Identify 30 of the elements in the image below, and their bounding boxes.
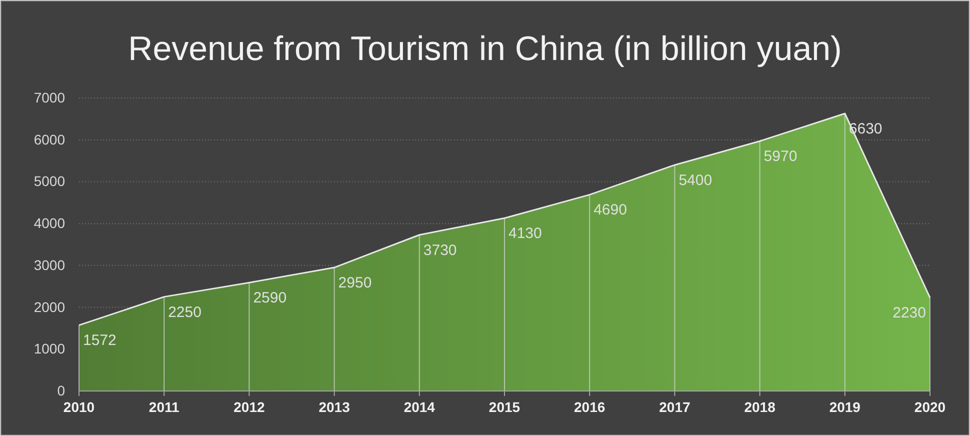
x-tick-label: 2019 [829, 398, 861, 415]
x-tick-label: 2020 [914, 398, 946, 415]
y-tick-label: 3000 [34, 256, 66, 273]
y-tick-label: 1000 [34, 340, 66, 357]
data-label: 3730 [423, 242, 457, 259]
y-tick-label: 4000 [34, 215, 66, 232]
data-label: 4130 [508, 225, 542, 242]
x-tick-label: 2017 [659, 398, 690, 415]
chart-title: Revenue from Tourism in China (in billion yuan) [128, 30, 842, 68]
y-tick-label: 6000 [34, 131, 66, 148]
y-tick-label: 0 [57, 382, 66, 398]
x-tick-label: 2018 [744, 398, 776, 415]
x-tick-label: 2013 [318, 398, 350, 415]
y-tick-label: 7000 [34, 89, 66, 106]
y-tick-label: 2000 [34, 298, 66, 315]
x-tick-label: 2015 [488, 398, 520, 415]
data-label: 2590 [253, 290, 287, 307]
data-label: 1572 [83, 332, 116, 350]
data-label: 2230 [892, 304, 926, 322]
x-tick-label: 2016 [574, 398, 606, 415]
x-tick-label: 2012 [234, 398, 265, 415]
data-label: 2950 [338, 274, 372, 292]
data-label: 5970 [764, 148, 798, 166]
data-label: 5400 [678, 172, 712, 189]
x-tick-label: 2014 [404, 398, 436, 415]
data-label: 2250 [168, 304, 202, 321]
data-label: 4690 [594, 202, 627, 219]
x-tick-label: 2011 [148, 398, 180, 415]
x-tick-label: 2010 [63, 398, 95, 415]
y-tick-label: 5000 [34, 173, 66, 190]
